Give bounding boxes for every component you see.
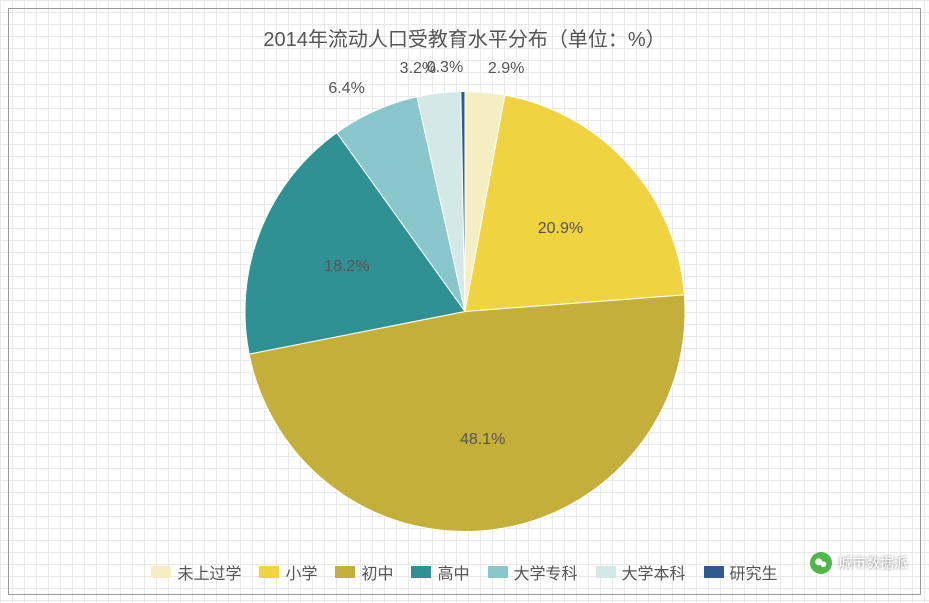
legend-label: 大学本科 (622, 560, 686, 584)
legend-label: 研究生 (730, 560, 778, 584)
slice-value-label: 0.3% (427, 59, 463, 77)
legend-item: 高中 (411, 560, 469, 584)
legend-swatch (411, 566, 431, 578)
wechat-icon (810, 552, 832, 574)
slice-value-label: 2.9% (488, 60, 524, 78)
legend-swatch (488, 566, 508, 578)
watermark: 城市数据派 (810, 552, 908, 574)
legend-item: 研究生 (704, 560, 778, 584)
legend-swatch (335, 566, 355, 578)
legend-swatch (151, 566, 171, 578)
chart-title: 2014年流动人口受教育水平分布（单位：%） (9, 23, 920, 52)
legend-item: 大学本科 (596, 560, 686, 584)
legend-label: 高中 (437, 560, 469, 584)
slice-value-label: 18.2% (324, 258, 369, 276)
legend-label: 大学专科 (514, 560, 578, 584)
legend-item: 小学 (259, 560, 317, 584)
legend-item: 大学专科 (488, 560, 578, 584)
slice-value-label: 6.4% (328, 80, 364, 98)
chart-container: 2014年流动人口受教育水平分布（单位：%） 2.9% 20.9% 48.1% 18.… (8, 8, 921, 595)
legend-label: 小学 (285, 560, 317, 584)
pie-chart (215, 62, 715, 567)
legend-item: 未上过学 (151, 560, 241, 584)
legend-label: 未上过学 (177, 560, 241, 584)
legend-swatch (259, 566, 279, 578)
slice-value-label: 20.9% (538, 220, 583, 238)
slice-value-label: 48.1% (460, 431, 505, 449)
legend: 未上过学 小学 初中 高中 大学专科 大学本科 研究生 (9, 560, 920, 584)
legend-swatch (704, 566, 724, 578)
legend-label: 初中 (361, 560, 393, 584)
legend-item: 初中 (335, 560, 393, 584)
watermark-text: 城市数据派 (838, 553, 908, 573)
legend-swatch (596, 566, 616, 578)
